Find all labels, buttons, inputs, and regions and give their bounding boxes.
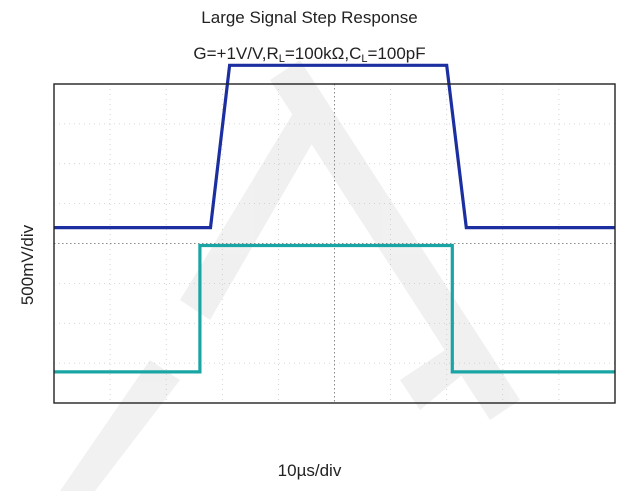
- plot-traces: [54, 63, 615, 374]
- input-trace: [54, 243, 615, 374]
- plot-grid: [54, 84, 615, 403]
- subtitle-part-1: G=+1V/V,R: [193, 44, 279, 63]
- x-axis-label: 10µs/div: [277, 461, 342, 480]
- subtitle-cl-subscript: L: [361, 53, 368, 65]
- y-axis-label: 500mV/div: [18, 224, 37, 306]
- subtitle-part-3: =100pF: [367, 44, 426, 63]
- chart-title: Large Signal Step Response: [201, 8, 418, 27]
- watermark: [60, 60, 520, 491]
- output-trace: [54, 63, 615, 230]
- subtitle-part-2: =100kΩ,C: [284, 44, 362, 63]
- chart-subtitle: G=+1V/V,RL=100kΩ,CL=100pF: [0, 44, 619, 65]
- subtitle-rl-subscript: L: [278, 53, 285, 65]
- plot-frame: [53, 83, 616, 404]
